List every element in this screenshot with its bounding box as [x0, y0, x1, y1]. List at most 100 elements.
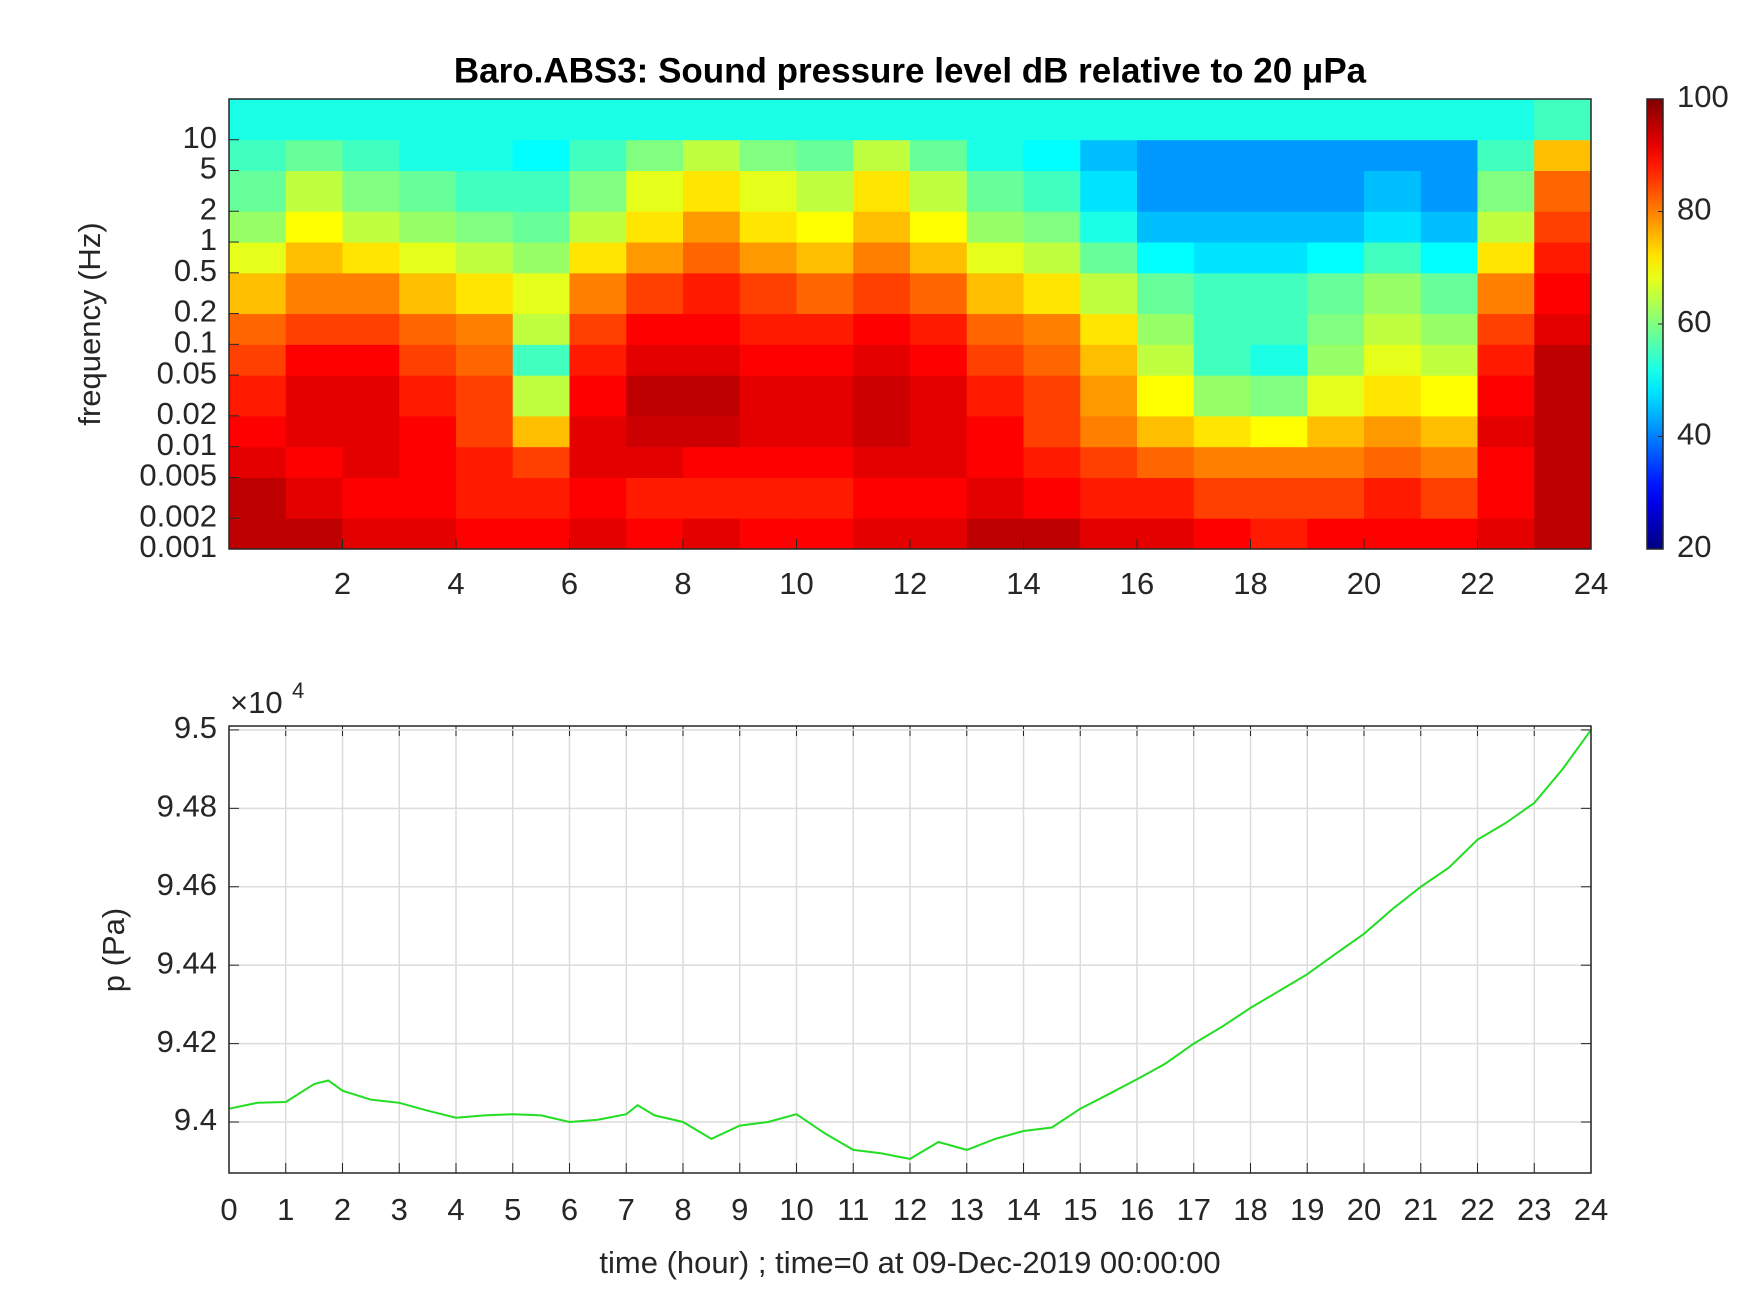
- heat-cell: [1023, 99, 1081, 141]
- heat-cell: [1137, 415, 1195, 448]
- heat-cell: [342, 477, 400, 519]
- heat-cell: [285, 211, 343, 243]
- heat-cell: [1534, 139, 1592, 172]
- heat-cell: [456, 313, 514, 345]
- colorbar-tick-label: 60: [1677, 304, 1711, 339]
- heat-cell: [626, 477, 684, 519]
- heat-cell: [853, 518, 911, 550]
- heat-cell: [1193, 415, 1251, 448]
- heat-cell: [1193, 272, 1251, 315]
- heat-cell: [683, 446, 741, 478]
- x-tick-label: 4: [447, 566, 464, 601]
- heat-cell: [1477, 211, 1535, 243]
- y-tick-label: 0.001: [139, 529, 217, 564]
- heat-cell: [1534, 446, 1592, 478]
- heat-cell: [1420, 170, 1478, 212]
- heat-cell: [910, 446, 968, 478]
- heat-cell: [626, 446, 684, 478]
- heat-cell: [1420, 477, 1478, 519]
- heat-cell: [1137, 272, 1195, 315]
- y-tick-label: 9.44: [157, 945, 217, 980]
- heat-cell: [966, 375, 1024, 417]
- heat-cell: [1307, 477, 1365, 519]
- heat-cell: [512, 375, 570, 417]
- heat-cell: [1364, 170, 1422, 212]
- heat-cell: [1137, 344, 1195, 376]
- heat-cell: [1137, 242, 1195, 274]
- heat-cell: [1477, 446, 1535, 478]
- heat-cell: [739, 139, 797, 172]
- heat-cell: [1080, 170, 1138, 212]
- heat-cell: [1534, 170, 1592, 212]
- heat-cell: [626, 211, 684, 243]
- heat-cell: [1477, 170, 1535, 212]
- heat-cell: [1534, 344, 1592, 376]
- heat-cell: [1193, 170, 1251, 212]
- heat-cell: [456, 477, 514, 519]
- heat-cell: [910, 170, 968, 212]
- heat-cell: [342, 99, 400, 141]
- heat-cell: [569, 139, 627, 172]
- heat-cell: [285, 375, 343, 417]
- heat-cell: [626, 344, 684, 376]
- axis-multiplier-exponent: 4: [292, 678, 304, 703]
- heat-cell: [1420, 211, 1478, 243]
- heat-cell: [229, 518, 287, 550]
- x-tick-label: 21: [1404, 1192, 1438, 1227]
- heat-cell: [683, 313, 741, 345]
- heat-cell: [796, 99, 854, 141]
- heat-cell: [966, 170, 1024, 212]
- heat-cell: [1534, 375, 1592, 417]
- x-tick-label: 24: [1574, 566, 1608, 601]
- heat-cell: [1080, 313, 1138, 345]
- heat-cell: [796, 518, 854, 550]
- heat-cell: [342, 344, 400, 376]
- y-tick-label: 2: [200, 191, 217, 226]
- heat-cell: [456, 518, 514, 550]
- x-tick-label: 23: [1517, 1192, 1551, 1227]
- heat-cell: [1023, 139, 1081, 172]
- heat-cell: [1534, 272, 1592, 315]
- x-tick-label: 4: [447, 1192, 464, 1227]
- heat-cell: [1307, 375, 1365, 417]
- heat-cell: [456, 99, 514, 141]
- heat-cell: [1477, 344, 1535, 376]
- x-tick-label: 3: [391, 1192, 408, 1227]
- heat-cell: [1193, 242, 1251, 274]
- x-tick-label: 8: [674, 566, 691, 601]
- heat-cell: [512, 344, 570, 376]
- heat-cell: [1250, 211, 1308, 243]
- heat-cell: [1307, 313, 1365, 345]
- heat-cell: [512, 242, 570, 274]
- heat-cell: [456, 242, 514, 274]
- heat-cell: [1080, 477, 1138, 519]
- heat-cell: [1023, 477, 1081, 519]
- heat-cell: [739, 344, 797, 376]
- heat-cell: [569, 272, 627, 315]
- heat-cell: [1420, 272, 1478, 315]
- heat-cell: [399, 375, 457, 417]
- colorbar-tick-label: 20: [1677, 529, 1711, 564]
- heat-cell: [1307, 415, 1365, 448]
- heat-cell: [966, 313, 1024, 345]
- heat-cell: [1364, 211, 1422, 243]
- heat-cell: [966, 99, 1024, 141]
- heat-cell: [285, 170, 343, 212]
- heat-cell: [966, 518, 1024, 550]
- heat-cell: [1420, 313, 1478, 345]
- heat-cell: [1080, 242, 1138, 274]
- heat-cell: [966, 344, 1024, 376]
- heat-cell: [456, 446, 514, 478]
- heat-cell: [683, 170, 741, 212]
- heat-cell: [683, 242, 741, 274]
- heat-cell: [1137, 477, 1195, 519]
- chart-title: Baro.ABS3: Sound pressure level dB relat…: [454, 51, 1367, 90]
- heat-cell: [1477, 99, 1535, 141]
- x-tick-label: 14: [1006, 1192, 1040, 1227]
- heat-cell: [966, 477, 1024, 519]
- heat-cell: [683, 272, 741, 315]
- y-tick-label: 0.01: [157, 427, 217, 462]
- heat-cell: [1023, 272, 1081, 315]
- heat-cell: [1477, 139, 1535, 172]
- heat-cell: [569, 313, 627, 345]
